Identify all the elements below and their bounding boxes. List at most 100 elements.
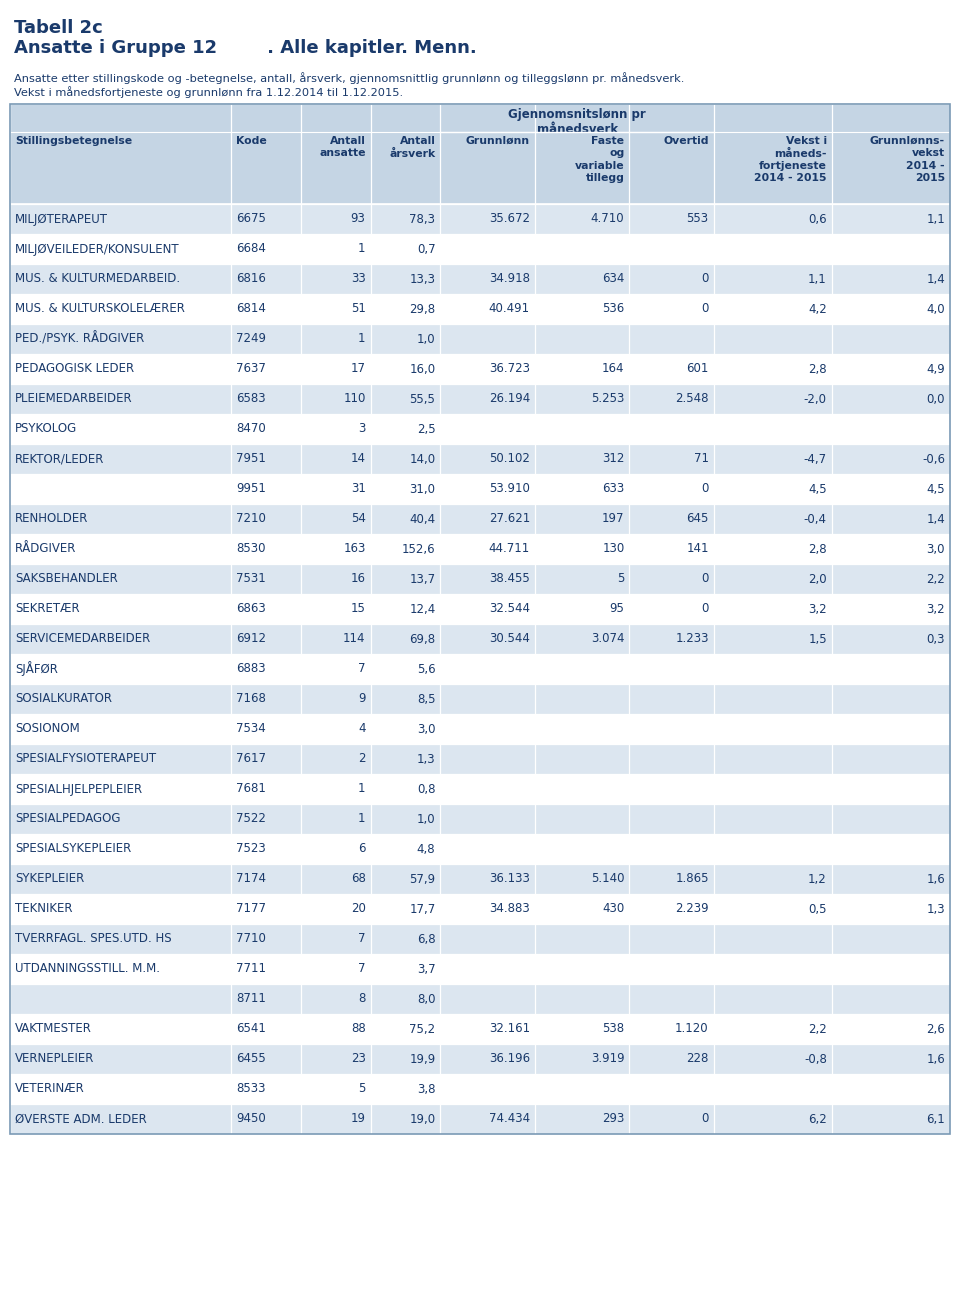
Text: -0,6: -0,6	[922, 452, 945, 466]
Text: 2: 2	[358, 752, 366, 765]
Text: 1.120: 1.120	[675, 1022, 708, 1035]
Text: 197: 197	[602, 512, 624, 526]
Text: 7249: 7249	[236, 333, 266, 346]
Bar	[10, 203, 950, 233]
Text: 1,0: 1,0	[417, 333, 436, 346]
Text: 19,0: 19,0	[409, 1112, 436, 1125]
Text: Gjennomsnitslønn pr
månedsverk: Gjennomsnitslønn pr månedsverk	[508, 108, 646, 136]
Text: 68: 68	[350, 872, 366, 885]
Text: SYKEPLEIER: SYKEPLEIER	[15, 872, 84, 885]
Text: REKTOR/LEDER: REKTOR/LEDER	[15, 452, 105, 466]
Text: VERNEPLEIER: VERNEPLEIER	[15, 1052, 94, 1065]
Text: TVERRFAGL. SPES.UTD. HS: TVERRFAGL. SPES.UTD. HS	[15, 932, 172, 945]
Text: 5: 5	[617, 572, 624, 585]
Bar	[10, 505, 950, 535]
Text: 1,1: 1,1	[926, 213, 945, 226]
Text: 1,3: 1,3	[417, 752, 436, 765]
Text: 40.491: 40.491	[489, 303, 530, 316]
Text: 7: 7	[358, 932, 366, 945]
Text: 51: 51	[350, 303, 366, 316]
Bar	[10, 104, 950, 1134]
Text: SAKSBEHANDLER: SAKSBEHANDLER	[15, 572, 118, 585]
Text: 6,8: 6,8	[417, 932, 436, 945]
Text: UTDANNINGSSTILL. M.M.: UTDANNINGSSTILL. M.M.	[15, 962, 160, 975]
Bar	[10, 655, 950, 685]
Bar	[10, 353, 950, 383]
Text: 130: 130	[602, 542, 624, 556]
Bar	[10, 925, 950, 955]
Bar	[10, 835, 950, 865]
Text: PED./PSYK. RÅDGIVER: PED./PSYK. RÅDGIVER	[15, 333, 144, 346]
Text: 7177: 7177	[236, 902, 266, 915]
Text: 7523: 7523	[236, 842, 266, 855]
Text: 1.233: 1.233	[675, 632, 708, 645]
Text: 35.672: 35.672	[489, 213, 530, 226]
Text: 78,3: 78,3	[410, 213, 436, 226]
Text: 8530: 8530	[236, 542, 265, 556]
Text: 152,6: 152,6	[402, 542, 436, 556]
Text: 13,3: 13,3	[410, 273, 436, 286]
Text: 163: 163	[344, 542, 366, 556]
Text: 7: 7	[358, 662, 366, 675]
Text: 19,9: 19,9	[409, 1052, 436, 1065]
Text: 1,5: 1,5	[808, 632, 827, 645]
Bar	[10, 383, 950, 413]
Text: 3,8: 3,8	[417, 1082, 436, 1095]
Text: 110: 110	[344, 393, 366, 406]
Text: 95: 95	[610, 602, 624, 615]
Text: 2,2: 2,2	[808, 1022, 827, 1035]
Text: 75,2: 75,2	[409, 1022, 436, 1035]
Text: 0,8: 0,8	[417, 782, 436, 795]
Bar	[10, 565, 950, 595]
Text: 7534: 7534	[236, 722, 266, 735]
Text: 312: 312	[602, 452, 624, 466]
Text: 34.918: 34.918	[489, 273, 530, 286]
Text: Antall
ansatte: Antall ansatte	[319, 136, 366, 158]
Text: VETERINÆR: VETERINÆR	[15, 1082, 84, 1095]
Text: 1,6: 1,6	[926, 1052, 945, 1065]
Text: 9: 9	[358, 692, 366, 705]
Text: 1,6: 1,6	[926, 872, 945, 885]
Text: 4.710: 4.710	[590, 213, 624, 226]
Text: 8711: 8711	[236, 992, 266, 1005]
Bar	[10, 1104, 950, 1134]
Text: 2,6: 2,6	[926, 1022, 945, 1035]
Text: 88: 88	[350, 1022, 366, 1035]
Text: 6675: 6675	[236, 213, 266, 226]
Text: 55,5: 55,5	[410, 393, 436, 406]
Text: MILJØTERAPEUT: MILJØTERAPEUT	[15, 213, 108, 226]
Text: 36.196: 36.196	[489, 1052, 530, 1065]
Text: 7637: 7637	[236, 363, 266, 376]
Text: 601: 601	[686, 363, 708, 376]
Bar	[10, 805, 950, 835]
Text: 8533: 8533	[236, 1082, 265, 1095]
Text: 12,4: 12,4	[409, 602, 436, 615]
Text: 1,2: 1,2	[808, 872, 827, 885]
Text: 4: 4	[358, 722, 366, 735]
Text: 3,2: 3,2	[926, 602, 945, 615]
Text: 19: 19	[350, 1112, 366, 1125]
Text: -4,7: -4,7	[804, 452, 827, 466]
Text: SOSIONOM: SOSIONOM	[15, 722, 80, 735]
Text: 1,1: 1,1	[808, 273, 827, 286]
Text: 3,7: 3,7	[417, 962, 436, 975]
Text: Tabell 2c: Tabell 2c	[14, 20, 103, 37]
Text: 20: 20	[350, 902, 366, 915]
Text: 7: 7	[358, 962, 366, 975]
Text: RENHOLDER: RENHOLDER	[15, 512, 88, 526]
Text: 4,5: 4,5	[808, 482, 827, 496]
Bar	[10, 413, 950, 443]
Bar	[10, 595, 950, 625]
Text: 0,7: 0,7	[417, 243, 436, 256]
Text: 8470: 8470	[236, 422, 266, 436]
Text: 228: 228	[686, 1052, 708, 1065]
Text: PLEIEMEDARBEIDER: PLEIEMEDARBEIDER	[15, 393, 132, 406]
Text: MILJØVEILEDER/KONSULENT: MILJØVEILEDER/KONSULENT	[15, 243, 180, 256]
Bar	[10, 443, 950, 473]
Text: 27.621: 27.621	[489, 512, 530, 526]
Text: 6583: 6583	[236, 393, 266, 406]
Text: 5.140: 5.140	[591, 872, 624, 885]
Text: 1,4: 1,4	[926, 273, 945, 286]
Text: 0: 0	[702, 572, 708, 585]
Text: 14,0: 14,0	[409, 452, 436, 466]
